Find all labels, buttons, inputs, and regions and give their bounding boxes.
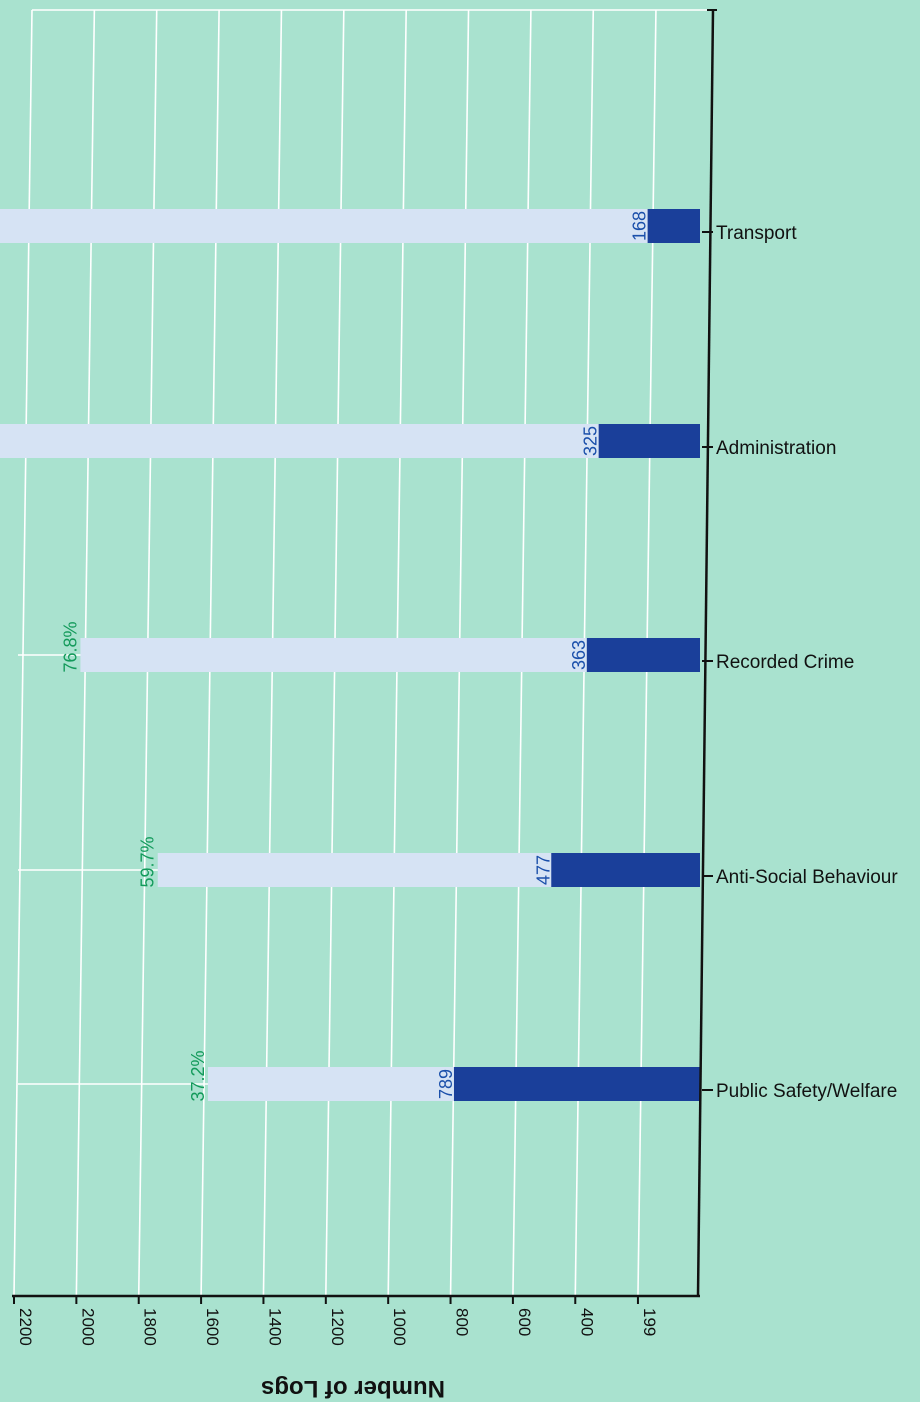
percent-label-3: 76.8%	[60, 621, 80, 672]
category-label-2: Administration	[716, 438, 836, 459]
value-label-2: 325	[581, 426, 601, 456]
cumulative-bar-1	[0, 209, 700, 243]
value-label-4: 477	[533, 855, 553, 885]
bars	[0, 209, 701, 1101]
x-tick-label-400: 400	[577, 1308, 596, 1336]
x-tick-label-800: 800	[453, 1308, 472, 1336]
x-axis-title: Number of Logs	[261, 1375, 445, 1402]
category-label-1: Transport	[716, 223, 797, 244]
x-tick-label-199: 199	[640, 1308, 659, 1336]
x-tick-label-1000: 1000	[390, 1308, 409, 1346]
value-label-3: 363	[569, 640, 589, 670]
y-axis-line	[696, 9, 715, 1297]
x-tick-label-1200: 1200	[328, 1308, 347, 1346]
x-tick-label-2000: 2000	[78, 1308, 97, 1346]
gridline-2200	[13, 9, 33, 1297]
category-label-3: Recorded Crime	[716, 652, 854, 673]
count-bar-5	[453, 1067, 700, 1101]
percent-label-4: 59.7%	[138, 836, 158, 887]
x-tick-label-1400: 1400	[265, 1308, 284, 1346]
x-tick-label-2200: 2200	[16, 1308, 35, 1346]
x-tick-label-600: 600	[515, 1308, 534, 1336]
count-bar-3	[586, 638, 700, 672]
count-bar-2	[598, 424, 700, 458]
x-tick-label-1800: 1800	[141, 1308, 160, 1346]
category-label-4: Anti-Social Behaviour	[716, 867, 898, 888]
cumulative-bar-2	[0, 424, 700, 458]
value-label-5: 789	[436, 1069, 456, 1099]
percent-label-5: 37.2%	[188, 1050, 208, 1101]
x-tick-label-1600: 1600	[203, 1308, 222, 1346]
category-label-5: Public Safety/Welfare	[716, 1081, 897, 1102]
count-bar-1	[647, 209, 700, 243]
count-bar-4	[551, 853, 700, 887]
labels: Transport Administration Recorded Crime Ant…	[16, 211, 898, 1346]
value-label-1: 168	[630, 211, 650, 241]
axes	[12, 9, 717, 1304]
